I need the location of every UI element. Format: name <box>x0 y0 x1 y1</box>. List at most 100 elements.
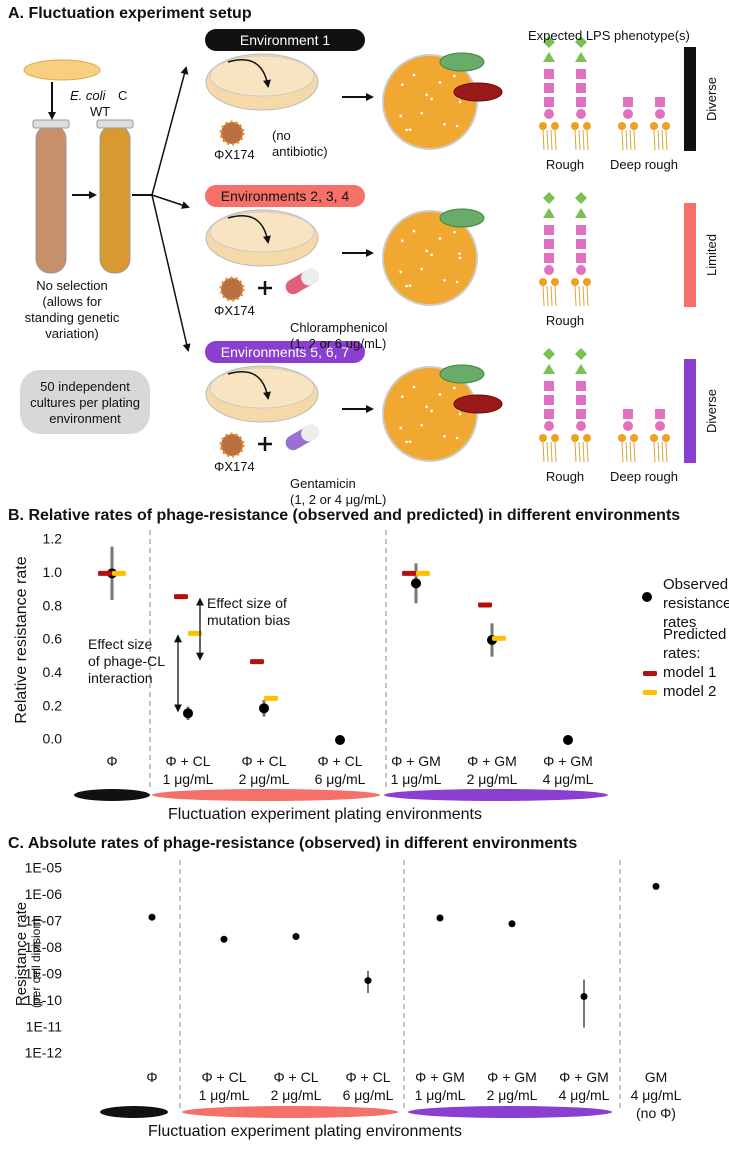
lipid-chain <box>629 129 632 151</box>
colony <box>455 124 459 128</box>
colony <box>438 81 442 84</box>
y-tick-label: 1E-09 <box>25 965 63 981</box>
sugar <box>576 253 586 263</box>
colony <box>425 249 428 253</box>
lipid-chain <box>542 129 545 151</box>
group-bar <box>74 789 150 801</box>
prediction-mark <box>112 570 126 576</box>
branch-arrow <box>151 194 191 352</box>
plate <box>382 210 478 306</box>
lipid-chain <box>582 441 585 463</box>
x-tick-label: GM 4 μg/mL (no Φ) <box>630 1069 682 1121</box>
petri-rim <box>209 211 315 253</box>
group-bar <box>100 1106 168 1118</box>
prediction-mark <box>264 695 278 701</box>
treatment: (no antibiotic) <box>272 128 328 159</box>
x-axis-label: Fluctuation experiment plating environme… <box>168 806 482 823</box>
y-tick-label: 1.0 <box>43 564 63 580</box>
sugar <box>575 208 587 218</box>
petri-rim <box>209 55 315 97</box>
sugar <box>539 434 547 442</box>
x-tick-label: Φ + GM 1 μg/mL <box>414 1069 466 1103</box>
lipid-chain <box>586 441 589 463</box>
sugar <box>576 381 586 391</box>
sugar <box>544 421 554 431</box>
strain-species: E. coli <box>70 88 106 103</box>
group-bar <box>384 789 608 801</box>
x-axis-label: Fluctuation experiment plating environme… <box>148 1123 462 1140</box>
bacterium <box>23 59 101 81</box>
sugar <box>623 409 633 419</box>
phage <box>219 276 245 302</box>
lipid-chain <box>629 441 632 463</box>
note-box <box>20 370 150 434</box>
y-tick-label: 1E-11 <box>26 1018 63 1034</box>
colony <box>405 128 408 132</box>
cultures-note: 50 independent cultures per plating envi… <box>30 379 140 426</box>
x-tick-label: Φ + GM 1 μg/mL <box>390 753 442 787</box>
colony <box>400 239 404 242</box>
y-tick-label: 1E-08 <box>25 939 63 955</box>
colony <box>399 426 403 430</box>
phenotype-label: Rough <box>545 313 585 328</box>
colony <box>399 114 403 118</box>
lipid-chain <box>578 441 581 463</box>
diversity-label: Diverse <box>704 76 719 122</box>
data-point <box>508 920 516 928</box>
y-tick-label: 0.8 <box>43 597 63 613</box>
sugar <box>544 69 554 79</box>
sugar <box>543 348 555 360</box>
data-point <box>652 882 660 890</box>
drug-capsule-half <box>301 268 320 286</box>
strain-type: WT <box>90 104 111 119</box>
petri-rim <box>209 367 315 409</box>
x-tick-label: Φ + GM 2 μg/mL <box>466 753 518 787</box>
sugar <box>575 192 587 204</box>
sugar <box>544 253 554 263</box>
sugar <box>576 265 586 275</box>
sugar <box>544 109 554 119</box>
colony <box>430 253 433 257</box>
phage <box>219 120 245 146</box>
lipid-chain <box>621 129 624 151</box>
environment-pill <box>205 341 365 363</box>
colony <box>453 74 456 78</box>
x-tick-label: Φ + CL 6 μg/mL <box>342 1069 394 1103</box>
colony <box>412 385 416 389</box>
sugar <box>662 434 670 442</box>
diversity-bar <box>684 203 696 307</box>
plate <box>382 54 478 150</box>
sugar <box>543 364 555 374</box>
sugar <box>551 122 559 130</box>
data-point <box>563 735 573 745</box>
colony <box>458 412 462 416</box>
culture-tube <box>99 124 131 274</box>
lps-heading: Expected LPS phenotype(s) <box>528 28 690 43</box>
resistant-bacterium <box>439 364 485 384</box>
sugar <box>576 239 586 249</box>
lipid-chain <box>621 441 624 463</box>
sugar <box>655 421 665 431</box>
diversity-label: Diverse <box>704 388 719 434</box>
colony <box>400 395 404 398</box>
y-tick-label: 1.2 <box>43 531 63 547</box>
data-point <box>411 578 421 589</box>
colony <box>420 423 424 427</box>
resistant-bacterium <box>439 52 485 72</box>
legend-marker <box>643 671 657 676</box>
sugar <box>623 109 633 119</box>
colony <box>458 252 461 256</box>
sugar <box>571 434 579 442</box>
y-tick-label: 1E-06 <box>25 886 63 902</box>
data-point <box>220 935 228 943</box>
lipid-chain <box>578 129 581 151</box>
drug-capsule-half <box>301 424 320 442</box>
plus <box>258 281 272 295</box>
sugar <box>630 122 638 130</box>
sugar <box>575 52 587 62</box>
annotation: Effect size of mutation bias <box>207 595 291 628</box>
colony <box>438 393 442 396</box>
colony <box>412 73 416 77</box>
lipid-chain <box>653 129 656 151</box>
